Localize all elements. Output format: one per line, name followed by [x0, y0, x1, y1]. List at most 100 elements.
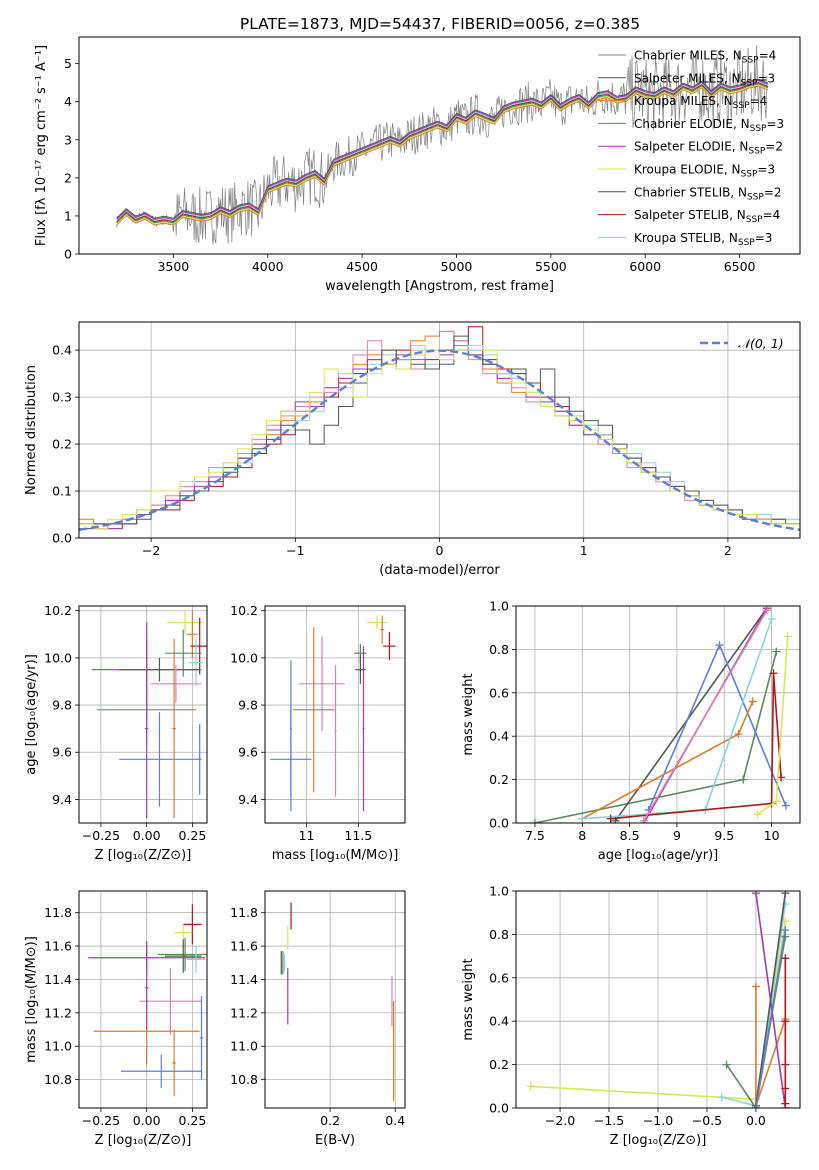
y-tick-label: 0.2 [52, 437, 72, 452]
x-tick-label: 9.5 [714, 828, 734, 843]
x-tick-label: 0.4 [385, 1113, 405, 1128]
chart-mass_weight_vs_Z: −2.0 −1.5 −1.0 −0.5 0.0 0.0 0.2 0.4 0.6 0.8 1.0 Z [… [461, 884, 801, 1148]
histogram-chabrier_stelib [79, 335, 800, 538]
legend-label: Salpeter MILES, NSSP=3 [634, 71, 775, 88]
model-spectrum-kroupa_miles [116, 85, 769, 226]
y-tick-label: 2 [64, 170, 72, 185]
y-tick-label: 11.0 [44, 1039, 72, 1054]
plot-area [526, 891, 790, 1108]
x-tick-label: 0.25 [178, 1113, 206, 1128]
plot-frame [515, 605, 801, 824]
x-axis-label: E(B-V) [315, 1133, 355, 1148]
x-tick-label: −1.0 [643, 1113, 673, 1128]
weight-line-chabrier_stelib [614, 607, 768, 822]
x-tick-label: 3500 [157, 259, 189, 274]
plot-frame [78, 36, 801, 255]
x-tick-label: −0.25 [82, 828, 120, 843]
plot-area [280, 902, 395, 1102]
legend-label: 𝒩(0, 1) [738, 336, 784, 351]
x-tick-label: 4000 [252, 259, 284, 274]
x-tick-label: 0.00 [133, 1113, 161, 1128]
plot-frame [78, 890, 208, 1109]
weight-line-salpeter_stelib [610, 673, 782, 820]
y-tick-label: 0.2 [489, 772, 509, 787]
x-axis-label: Z [log₁₀(Z/Z⊙)] [95, 848, 192, 863]
plot-frame [264, 890, 406, 1109]
y-tick-label: 11.2 [44, 1005, 72, 1020]
y-tick-label: 0.4 [52, 343, 72, 358]
y-tick-label: 0 [64, 247, 72, 262]
y-axis-label: mass [log₁₀(M/M⊙)] [24, 936, 39, 1063]
model-spectrum-kroupa_elodie [116, 84, 769, 225]
x-tick-label: 9 [673, 828, 681, 843]
y-tick-label: 0.8 [489, 642, 509, 657]
y-tick-label: 11.2 [230, 1005, 258, 1020]
legend-label: Salpeter STELIB, NSSP=4 [634, 208, 780, 225]
x-axis-label: Z [log₁₀(Z/Z⊙)] [610, 1133, 707, 1148]
y-tick-label: 11.8 [44, 905, 72, 920]
chart-residuals: −2 −1 0 1 2 0.0 0.1 0.2 0.3 0.4 (data-model)/error… [24, 321, 801, 578]
y-tick-label: 5 [64, 56, 72, 71]
y-tick-label: 0.1 [52, 484, 72, 499]
y-tick-label: 4 [64, 94, 72, 109]
x-tick-label: 8 [578, 828, 586, 843]
plot-area [91, 610, 207, 819]
legend-label: Kroupa STELIB, NSSP=3 [634, 231, 772, 248]
model-spectrum-kroupa_stelib [116, 81, 769, 222]
plot-area [270, 615, 396, 812]
y-tick-label: 10.0 [230, 650, 258, 665]
plot-area [530, 606, 792, 823]
weight-line-blue [755, 929, 787, 1108]
y-tick-label: 1.0 [489, 599, 509, 614]
plot-frame [78, 321, 801, 539]
weight-line-kroupa_miles [581, 701, 754, 820]
model-spectrum-chabrier_stelib [116, 78, 769, 219]
y-tick-label: 11.8 [230, 905, 258, 920]
y-axis-label: Flux [fλ 10⁻¹⁷ erg cm⁻² s⁻¹ A⁻¹] [34, 45, 49, 246]
y-tick-label: 10.2 [44, 603, 72, 618]
y-tick-label: 0.2 [489, 1057, 509, 1072]
model-spectrum-salpeter_stelib [116, 82, 769, 223]
x-tick-label: 5500 [535, 259, 567, 274]
y-tick-label: 0.3 [52, 390, 72, 405]
model-spectrum-salpeter_elodie [116, 79, 769, 220]
y-tick-label: 9.6 [52, 745, 72, 760]
weight-line-chabrier_stelib [755, 893, 787, 1106]
x-tick-label: −0.5 [692, 1113, 722, 1128]
x-tick-label: −2 [142, 543, 160, 558]
chart-spectrum: 3500 4000 4500 5000 5500 6000 6500 0 1 2 3 4 5 wavele… [34, 36, 801, 294]
y-tick-label: 10.0 [44, 650, 72, 665]
x-tick-label: 0 [436, 543, 444, 558]
legend-label: Salpeter ELODIE, NSSP=2 [634, 140, 783, 157]
legend-label: Chabrier STELIB, NSSP=2 [634, 185, 782, 202]
y-axis-label: mass weight [461, 958, 476, 1040]
y-tick-label: 11.4 [44, 972, 72, 987]
y-tick-label: 10.8 [230, 1072, 258, 1087]
x-tick-label: −1 [286, 543, 304, 558]
x-tick-label: 1 [580, 543, 588, 558]
y-tick-label: 0.4 [489, 729, 509, 744]
y-tick-label: 10.8 [44, 1072, 72, 1087]
figure-title: PLATE=1873, MJD=54437, FIBERID=0056, z=0… [240, 15, 640, 33]
plot-area [116, 45, 769, 245]
x-tick-label: 0.2 [320, 1113, 340, 1128]
plot-frame [264, 605, 406, 824]
y-tick-label: 11.6 [44, 939, 72, 954]
plot-area [79, 326, 800, 538]
x-tick-label: 0.25 [178, 828, 206, 843]
chart-mass_vs_Z: −0.25 0.00 0.25 10.8 11.0 11.2 11.4 11.6 11.8 Z [… [24, 890, 208, 1148]
x-tick-label: −2.0 [545, 1113, 575, 1128]
x-axis-label: age [log₁₀(age/yr)] [598, 848, 719, 863]
legend-label: Chabrier MILES, NSSP=4 [634, 49, 776, 66]
y-tick-label: 0.4 [489, 1014, 509, 1029]
chart-mass_vs_ebv: 0.2 0.4 10.8 11.0 11.2 11.4 11.6 11.8 E(B-V) [230, 890, 406, 1148]
y-tick-label: 0.6 [489, 685, 509, 700]
x-tick-label: 4500 [346, 259, 378, 274]
y-tick-label: 11.0 [230, 1039, 258, 1054]
x-tick-label: 6500 [724, 259, 756, 274]
chart-mass_weight_vs_age: 7.5 8 8.5 9 9.5 10 0.0 0.2 0.4 0.6 0.8 1.0 age [log₁… [461, 599, 801, 863]
legend: Chabrier MILES, NSSP=4 Salpeter MILES, NS… [598, 49, 784, 248]
x-tick-label: 0.0 [746, 1113, 766, 1128]
model-spectrum-chabrier_elodie [116, 83, 769, 224]
